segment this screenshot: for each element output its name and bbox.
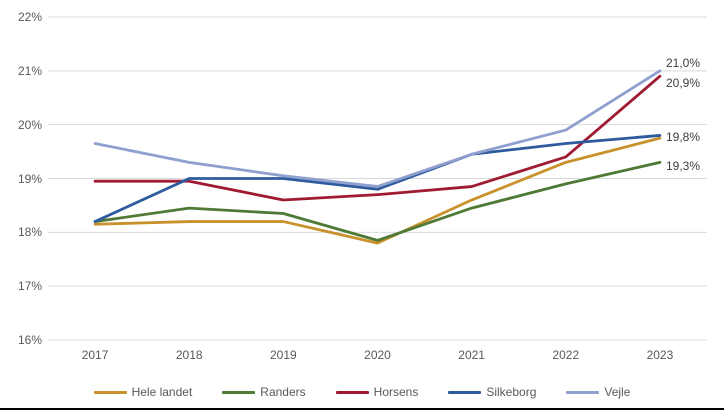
chart-legend: Hele landet Randers Horsens Silkeborg Vejle <box>0 383 724 401</box>
data-label-horsens: 20,9% <box>666 76 701 91</box>
x-tick-label: 2018 <box>175 348 203 362</box>
y-tick-label: 21% <box>17 63 42 78</box>
data-label-randers: 19,3% <box>666 159 701 174</box>
legend-label: Randers <box>260 385 306 399</box>
x-tick-label: 2019 <box>269 348 297 362</box>
x-tick-label: 2017 <box>81 348 109 362</box>
series-line-horsens <box>93 74 662 202</box>
legend-item-horsens: Horsens <box>335 385 419 399</box>
series-line-hele-landet <box>93 136 662 245</box>
legend-line-swatch-horsens <box>335 390 369 394</box>
legend-label: Silkeborg <box>486 385 537 399</box>
series-line-randers <box>93 160 662 242</box>
y-tick-label: 17% <box>17 279 42 294</box>
x-tick-label: 2023 <box>646 348 674 362</box>
y-tick-label: 16% <box>17 333 42 347</box>
y-tick-label: 18% <box>17 225 42 240</box>
legend-item-randers: Randers <box>222 385 306 399</box>
y-tick-label: 20% <box>17 117 42 132</box>
legend-line-swatch-hele-landet <box>93 390 127 394</box>
y-tick-label: 22% <box>17 10 42 24</box>
legend-line-swatch-silkeborg <box>448 390 482 394</box>
legend-label: Hele landet <box>131 385 193 399</box>
data-label-silkeborg: 19,8% <box>666 130 701 145</box>
legend-line-swatch-vejle <box>566 390 600 394</box>
legend-item-hele-landet: Hele landet <box>93 385 193 399</box>
x-tick-label: 2022 <box>552 348 580 362</box>
bottom-divider-line <box>0 408 724 410</box>
legend-label: Vejle <box>604 385 631 399</box>
series-line-vejle <box>93 69 662 188</box>
y-tick-label: 19% <box>17 171 42 186</box>
legend-line-swatch-randers <box>222 390 256 394</box>
legend-item-silkeborg: Silkeborg <box>448 385 536 399</box>
x-tick-label: 2021 <box>458 348 485 362</box>
x-tick-label: 2020 <box>364 348 391 362</box>
legend-item-vejle: Vejle <box>566 385 630 399</box>
legend-label: Horsens <box>373 385 419 399</box>
series-line-silkeborg <box>93 134 662 223</box>
data-label-vejle: 21,0% <box>666 55 701 70</box>
